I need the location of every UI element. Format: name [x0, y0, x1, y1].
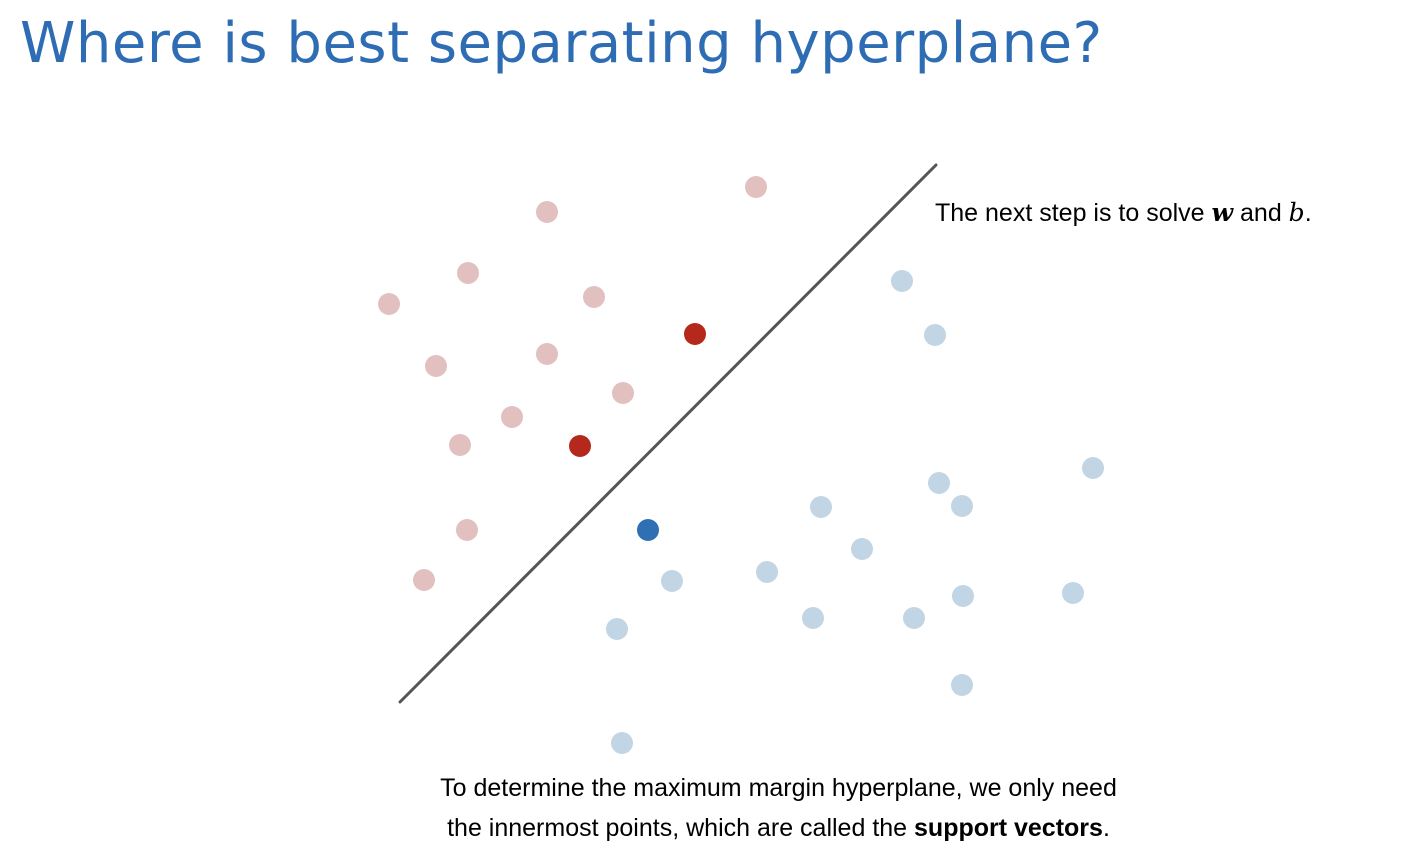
- blue-point: [952, 585, 974, 607]
- blue-point: [810, 496, 832, 518]
- blue-point: [802, 607, 824, 629]
- red-point: [536, 201, 558, 223]
- red-point: [501, 406, 523, 428]
- separating-hyperplane-line: [398, 163, 938, 704]
- blue-point: [611, 732, 633, 754]
- red-point: [425, 355, 447, 377]
- red-support-vector-point: [684, 323, 706, 345]
- side-note-text-before: The next step is to solve: [935, 199, 1212, 227]
- side-note-text-after: .: [1304, 199, 1312, 227]
- blue-class-points: [606, 270, 1104, 754]
- blue-point: [903, 607, 925, 629]
- caption-line-2-end: .: [1102, 814, 1110, 842]
- caption-line-2-text: the innermost points, which are called t…: [447, 814, 915, 842]
- side-note: The next step is to solve w and b.: [935, 198, 1312, 228]
- red-point: [456, 519, 478, 541]
- caption: To determine the maximum margin hyperpla…: [0, 768, 1412, 848]
- caption-line-1: To determine the maximum margin hyperpla…: [440, 774, 1117, 802]
- blue-support-vector-point: [637, 519, 659, 541]
- blue-point: [1062, 582, 1084, 604]
- w-symbol: w: [1211, 198, 1234, 227]
- blue-point: [951, 674, 973, 696]
- red-point: [612, 382, 634, 404]
- slide-title: Where is best separating hyperplane?: [20, 11, 1103, 76]
- blue-point: [924, 324, 946, 346]
- b-symbol: b: [1288, 198, 1305, 227]
- red-point: [536, 343, 558, 365]
- red-point: [583, 286, 605, 308]
- blue-point: [756, 561, 778, 583]
- blue-point: [606, 618, 628, 640]
- red-support-vector-point: [569, 435, 591, 457]
- red-point: [413, 569, 435, 591]
- support-vectors-term: support vectors: [914, 814, 1103, 842]
- red-point: [378, 293, 400, 315]
- blue-point: [1082, 457, 1104, 479]
- blue-point: [891, 270, 913, 292]
- blue-point: [851, 538, 873, 560]
- caption-line-2: the innermost points, which are called t…: [145, 808, 1412, 848]
- blue-point: [928, 472, 950, 494]
- red-class-points: [378, 176, 767, 591]
- red-point: [457, 262, 479, 284]
- blue-point: [951, 495, 973, 517]
- side-note-text-middle: and: [1233, 199, 1289, 227]
- red-point: [745, 176, 767, 198]
- blue-point: [661, 570, 683, 592]
- red-point: [449, 434, 471, 456]
